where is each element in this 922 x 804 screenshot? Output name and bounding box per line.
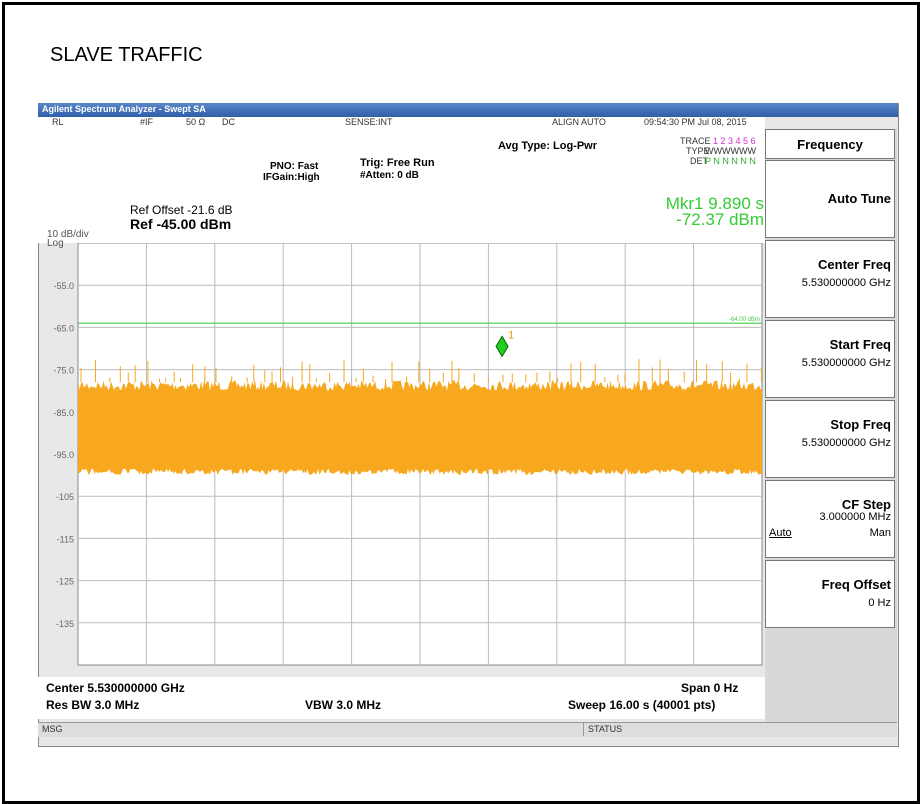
y-label: -135 [56,619,74,629]
vbw: VBW 3.0 MHz [305,698,382,712]
sense: SENSE:INT [345,117,393,127]
y-label: -75.0 [53,366,74,376]
avg-type: Avg Type: Log-Pwr [498,140,597,152]
det-label: DET [690,156,708,166]
trace [78,380,762,476]
plot: -55.0 -65.0 -75.0 -85.0 -95.0 -105 -115 -125 -13… [53,243,763,666]
sweep: Sweep 16.00 s (40001 pts) [568,698,716,712]
y-label: -125 [56,577,74,587]
y-label: -95.0 [53,450,74,460]
ref-offset: Ref Offset -21.6 dB [130,203,233,217]
softkey-value: 0 Hz [868,597,891,609]
type-value: WWWWWW [705,146,756,156]
type-label: TYPE [686,146,710,156]
msg: MSG [42,724,63,734]
marker-id: 1 [508,329,514,341]
softkey[interactable]: Freq Offset 0 Hz [765,560,895,628]
divider [583,722,584,736]
softkey-label: Freq Offset [821,577,891,592]
status: STATUS [588,724,623,734]
trace-nums: 1 2 3 4 5 6 [713,136,756,146]
scale: 10 dB/div [47,229,89,240]
title-bar [38,103,898,117]
trace-spikes [80,359,762,383]
softkey-label: Center Freq [818,257,891,272]
pno: PNO: Fast [270,161,319,172]
coupling: DC [222,117,235,127]
datetime: 09:54:30 PM Jul 08, 2015 [644,117,747,127]
rl: RL [52,117,64,127]
scale-mode: Log [47,238,64,249]
status-bar [38,722,897,737]
softkey[interactable]: CF Step 3.000000 MHz Auto Man [765,480,895,558]
det-value: P N N N N N [705,156,756,166]
window-title: Agilent Spectrum Analyzer - Swept SA [42,104,206,114]
softkey[interactable]: Center Freq 5.530000000 GHz [765,240,895,318]
marker-position: Mkr1 9.890 s [665,194,764,213]
y-label: -55.0 [53,281,74,291]
softkey-label: Auto Tune [827,191,891,206]
marker-level: -72.37 dBm [676,210,764,229]
softkey-value: 3.000000 MHz [819,511,891,523]
center: Center 5.530000000 GHz [46,681,185,695]
softkey-man: Man [869,527,891,539]
trace-label: TRACE [680,136,711,146]
marker [495,335,509,358]
limit-line-label: -64.00 dBm [729,317,760,323]
page-title: SLAVE TRAFFIC [50,44,203,66]
softkey-value: 5.530000000 GHz [801,357,891,369]
y-label: -85.0 [53,408,74,418]
footer-area [38,677,765,719]
softkey-label: Start Freq [829,337,891,352]
y-label: -65.0 [53,323,74,333]
softkey-value: 5.530000000 GHz [801,277,891,289]
header-area [38,129,765,243]
res-bw: Res BW 3.0 MHz [46,698,140,712]
if: #IF [140,117,154,127]
y-label: -115 [57,534,74,544]
softkey[interactable]: Stop Freq 5.530000000 GHz [765,400,895,478]
ifgain: IFGain:High [263,172,320,183]
softkey-label: Stop Freq [830,417,891,432]
softkey-value: 5.530000000 GHz [801,437,891,449]
trig: Trig: Free Run [360,157,435,169]
impedance: 50 Ω [186,117,206,127]
align: ALIGN AUTO [552,117,606,127]
menu-title: Frequency [765,129,895,159]
ref-level: Ref -45.00 dBm [130,216,232,232]
span: Span 0 Hz [681,681,739,695]
softkey[interactable]: Auto Tune [765,160,895,238]
softkey-label: CF Step [841,497,891,512]
softkey-auto: Auto [769,527,792,539]
atten: #Atten: 0 dB [360,170,419,181]
y-label: -105 [56,492,74,502]
softkey[interactable]: Start Freq 5.530000000 GHz [765,320,895,398]
